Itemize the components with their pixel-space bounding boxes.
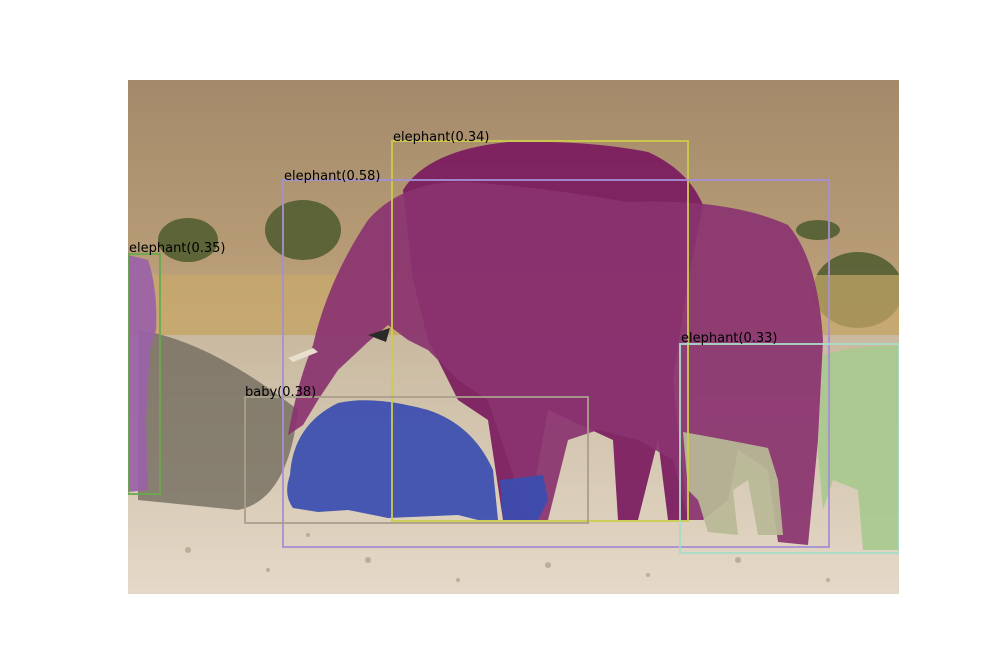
label-elephant-035: elephant(0.35) [129,241,226,256]
label-elephant-058: elephant(0.58) [284,169,381,184]
shadow-area [138,330,298,510]
bbox-elephant-035 [128,253,161,495]
bbox-elephant-033 [679,343,899,554]
left-elephant-mask [128,255,157,492]
right-elephant-mask [818,345,899,550]
grey-elephant-mask [683,432,783,535]
pebbles [185,533,830,582]
baby-elephant-mask [287,400,548,520]
bbox-elephant-034 [391,140,689,522]
bbox-baby-038 [244,396,589,524]
bbox-elephant-058 [282,179,830,548]
detection-photo [128,80,899,594]
tusk-left [288,348,318,362]
label-elephant-034: elephant(0.34) [393,130,490,145]
label-elephant-033: elephant(0.33) [681,331,778,346]
label-baby-038: baby(0.38) [245,385,317,400]
tusk-right [368,328,390,342]
